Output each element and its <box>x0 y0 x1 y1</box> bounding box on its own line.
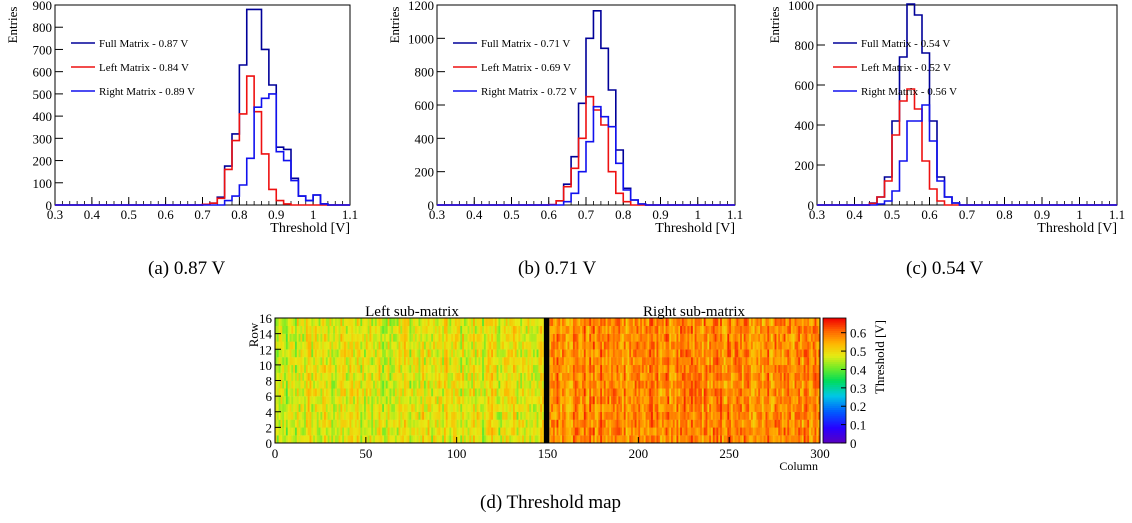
y-tick-label: 800 <box>33 20 53 35</box>
y-tick-label: 600 <box>33 65 53 80</box>
x-tick-label: 0.4 <box>84 207 101 222</box>
y-tick-label: 300 <box>33 131 53 146</box>
y-tick-label: 500 <box>33 87 53 102</box>
y-tick-label: 700 <box>33 42 53 57</box>
plot-a: 0.3 0.4 0.5 0.6 0.7 0.8 0.9 1 1.1 0 100 200 300 400 50… <box>5 0 358 236</box>
series-line-2 <box>55 93 350 206</box>
x-tick-label: 0.7 <box>194 207 211 222</box>
legend-label: Right Matrix - 0.89 V <box>99 86 195 98</box>
y-tick-label: 900 <box>33 0 53 13</box>
plot-frame <box>54 4 351 206</box>
x-tick-label: 0.3 <box>47 207 63 222</box>
y-tick-label: 0 <box>46 198 53 213</box>
x-tick-label: 0.5 <box>121 207 137 222</box>
y-tick-label: 400 <box>33 109 53 124</box>
x-tick-label: 0.8 <box>231 207 247 222</box>
x-tick-label: 1 <box>310 207 317 222</box>
x-axis-label: Threshold [V] <box>270 221 350 236</box>
legend-label: Left Matrix - 0.84 V <box>99 62 189 74</box>
y-tick-label: 200 <box>33 154 53 169</box>
x-tick-label: 0.9 <box>268 207 284 222</box>
x-tick-label: 0.6 <box>158 207 175 222</box>
x-tick-label: 1.1 <box>342 207 358 222</box>
y-axis-label: Entries <box>5 7 20 44</box>
y-tick-label: 100 <box>33 176 53 191</box>
legend-label: Full Matrix - 0.87 V <box>99 38 188 50</box>
